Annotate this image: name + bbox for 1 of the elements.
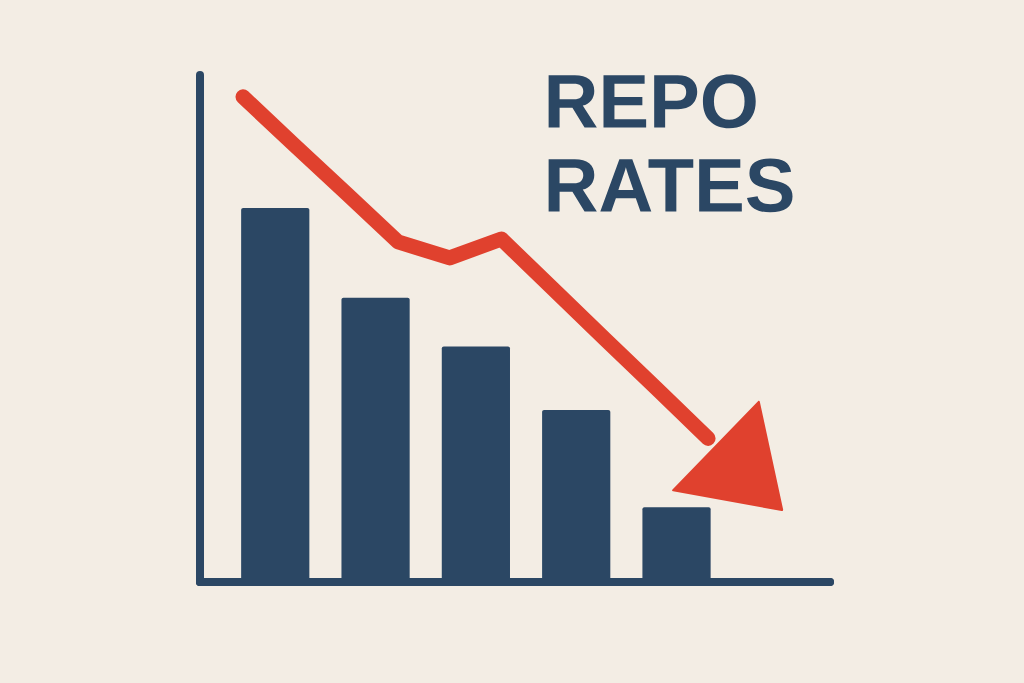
chart-title: REPO RATES bbox=[548, 74, 793, 213]
